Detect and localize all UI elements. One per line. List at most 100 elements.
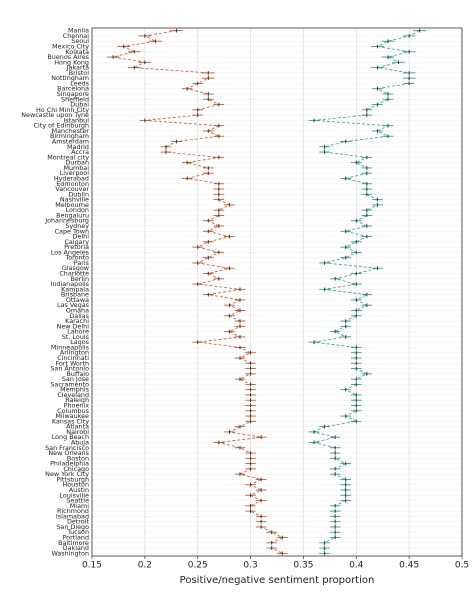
y-tick-label: Durban <box>65 159 89 167</box>
y-tick-label: Atlanta <box>66 423 89 431</box>
y-tick-label: Pittsburgh <box>56 475 89 483</box>
y-tick-label: Cleveland <box>57 391 89 399</box>
x-tick-label: 0.25 <box>188 561 208 571</box>
y-tick-label: Dubai <box>70 101 89 109</box>
y-tick-label: Nairobi <box>66 428 89 436</box>
y-tick-label: Sheffield <box>61 95 89 103</box>
y-tick-label: Islamabad <box>56 512 89 520</box>
y-tick-label: Ottawa <box>66 296 89 304</box>
y-tick-label: San Jose <box>62 375 89 383</box>
x-tick-label: 0.3 <box>243 561 257 571</box>
y-tick-label: Louisville <box>59 491 89 499</box>
x-tick-label: 0.5 <box>455 561 469 571</box>
y-tick-label: New Delhi <box>57 322 90 330</box>
y-tick-label: Arlington <box>60 349 89 357</box>
y-tick-label: Berlin <box>70 275 89 283</box>
y-tick-label: Hong Kong <box>54 58 89 66</box>
y-tick-label: Baltimore <box>58 539 89 547</box>
y-tick-label: Glasgow <box>62 264 89 272</box>
x-axis-label: Positive/negative sentiment proportion <box>180 575 375 586</box>
y-tick-label: Liverpool <box>60 169 90 177</box>
y-tick-label: San Antonio <box>50 365 89 373</box>
y-tick-label: Minneapolis <box>51 343 90 351</box>
y-tick-label: Seattle <box>66 497 89 505</box>
y-tick-label: Brisbane <box>61 291 89 299</box>
y-tick-label: Indianapolis <box>51 280 90 288</box>
y-tick-label: Delhi <box>73 233 90 241</box>
y-tick-label: Kansas City <box>52 417 89 425</box>
y-tick-label: Tucson <box>66 528 89 536</box>
plot-frame <box>91 27 463 557</box>
y-tick-label: City of Edinburgh <box>34 122 89 130</box>
y-tick-label: Seoul <box>71 37 89 45</box>
y-tick-label: Amsterdam <box>52 138 89 146</box>
y-tick-label: Mumbai <box>63 164 89 172</box>
y-tick-label: Karachi <box>65 317 89 325</box>
y-tick-label: New York City <box>45 470 89 478</box>
y-tick-label: Los Angeles <box>51 248 90 256</box>
y-tick-label: Omaha <box>66 306 89 314</box>
y-tick-label: Oakland <box>63 544 89 552</box>
y-tick-label: Birmingham <box>50 132 89 140</box>
y-tick-label: Montreal city <box>47 153 89 161</box>
y-tick-label: Jakarta <box>66 64 89 72</box>
y-tick-label: London <box>66 206 89 214</box>
y-tick-label: Cape Town <box>55 227 89 235</box>
y-tick-label: Long Beach <box>52 433 89 441</box>
y-tick-label: Barcelona <box>57 85 89 93</box>
y-tick-label: Manchester <box>52 127 90 135</box>
y-tick-label: New Orleans <box>48 449 89 457</box>
y-tick-label: Chennai <box>63 32 89 40</box>
y-tick-label: Raleigh <box>65 396 89 404</box>
y-tick-label: Abuja <box>71 438 89 446</box>
y-tick-label: Nashville <box>60 196 89 204</box>
y-tick-label: Chicago <box>63 465 89 473</box>
y-tick-label: Sacramento <box>50 380 89 388</box>
y-tick-label: Mexico City <box>52 42 89 50</box>
y-tick-label: Houston <box>62 481 89 489</box>
y-tick-label: Lagos <box>70 338 89 346</box>
y-tick-label: Phoenix <box>64 402 90 410</box>
y-tick-label: Portland <box>63 534 89 542</box>
y-tick-label: San Francisco <box>45 444 89 452</box>
y-tick-label: Sydney <box>65 222 89 230</box>
y-tick-label: Kolkata <box>66 48 90 56</box>
y-tick-label: St. Louis <box>62 333 90 341</box>
y-tick-label: Austin <box>69 486 89 494</box>
y-tick-label: Melbourne <box>55 201 89 209</box>
y-tick-label: Leeds <box>70 79 89 87</box>
y-tick-label: Newcastle upon Tyne <box>21 111 89 119</box>
y-tick-label: Paris <box>74 259 90 267</box>
y-tick-label: Lahore <box>67 328 89 336</box>
y-tick-label: Dublin <box>68 190 89 198</box>
y-tick-label: Vancouver <box>55 185 89 193</box>
y-tick-label: Detroit <box>67 518 90 526</box>
series-line <box>113 30 284 554</box>
y-tick-label: Fort Worth <box>55 359 89 367</box>
y-tick-label: Bristol <box>69 69 90 77</box>
y-tick-label: Istanbul <box>63 116 89 124</box>
y-tick-label: Washington <box>51 549 89 557</box>
x-tick-label: 0.35 <box>293 561 313 571</box>
y-tick-label: Accra <box>71 148 89 156</box>
y-tick-label: Dallas <box>69 312 89 320</box>
y-tick-label: Boston <box>67 454 89 462</box>
y-tick-label: Miami <box>70 502 89 510</box>
y-tick-label: Philadelphia <box>50 460 89 468</box>
x-tick-label: 0.15 <box>82 561 102 571</box>
x-tick-label: 0.4 <box>349 561 364 571</box>
y-tick-label: Las Vegas <box>57 301 90 309</box>
y-tick-label: Toronto <box>64 254 89 262</box>
y-tick-label: Milwaukee <box>55 412 89 420</box>
x-tick-label: 0.45 <box>399 561 419 571</box>
y-tick-label: Columbus <box>57 407 90 415</box>
y-tick-label: Calgary <box>64 238 89 246</box>
y-tick-label: Buenos Aires <box>47 53 89 61</box>
y-tick-label: Pretoria <box>64 243 89 251</box>
y-tick-label: Manila <box>68 27 89 35</box>
y-tick-label: Memphis <box>60 386 90 394</box>
y-tick-label: Johannesburg <box>44 217 89 225</box>
y-tick-label: Richmond <box>57 507 89 515</box>
x-tick-label: 0.2 <box>138 561 152 571</box>
y-tick-label: Edmonton <box>56 180 89 188</box>
